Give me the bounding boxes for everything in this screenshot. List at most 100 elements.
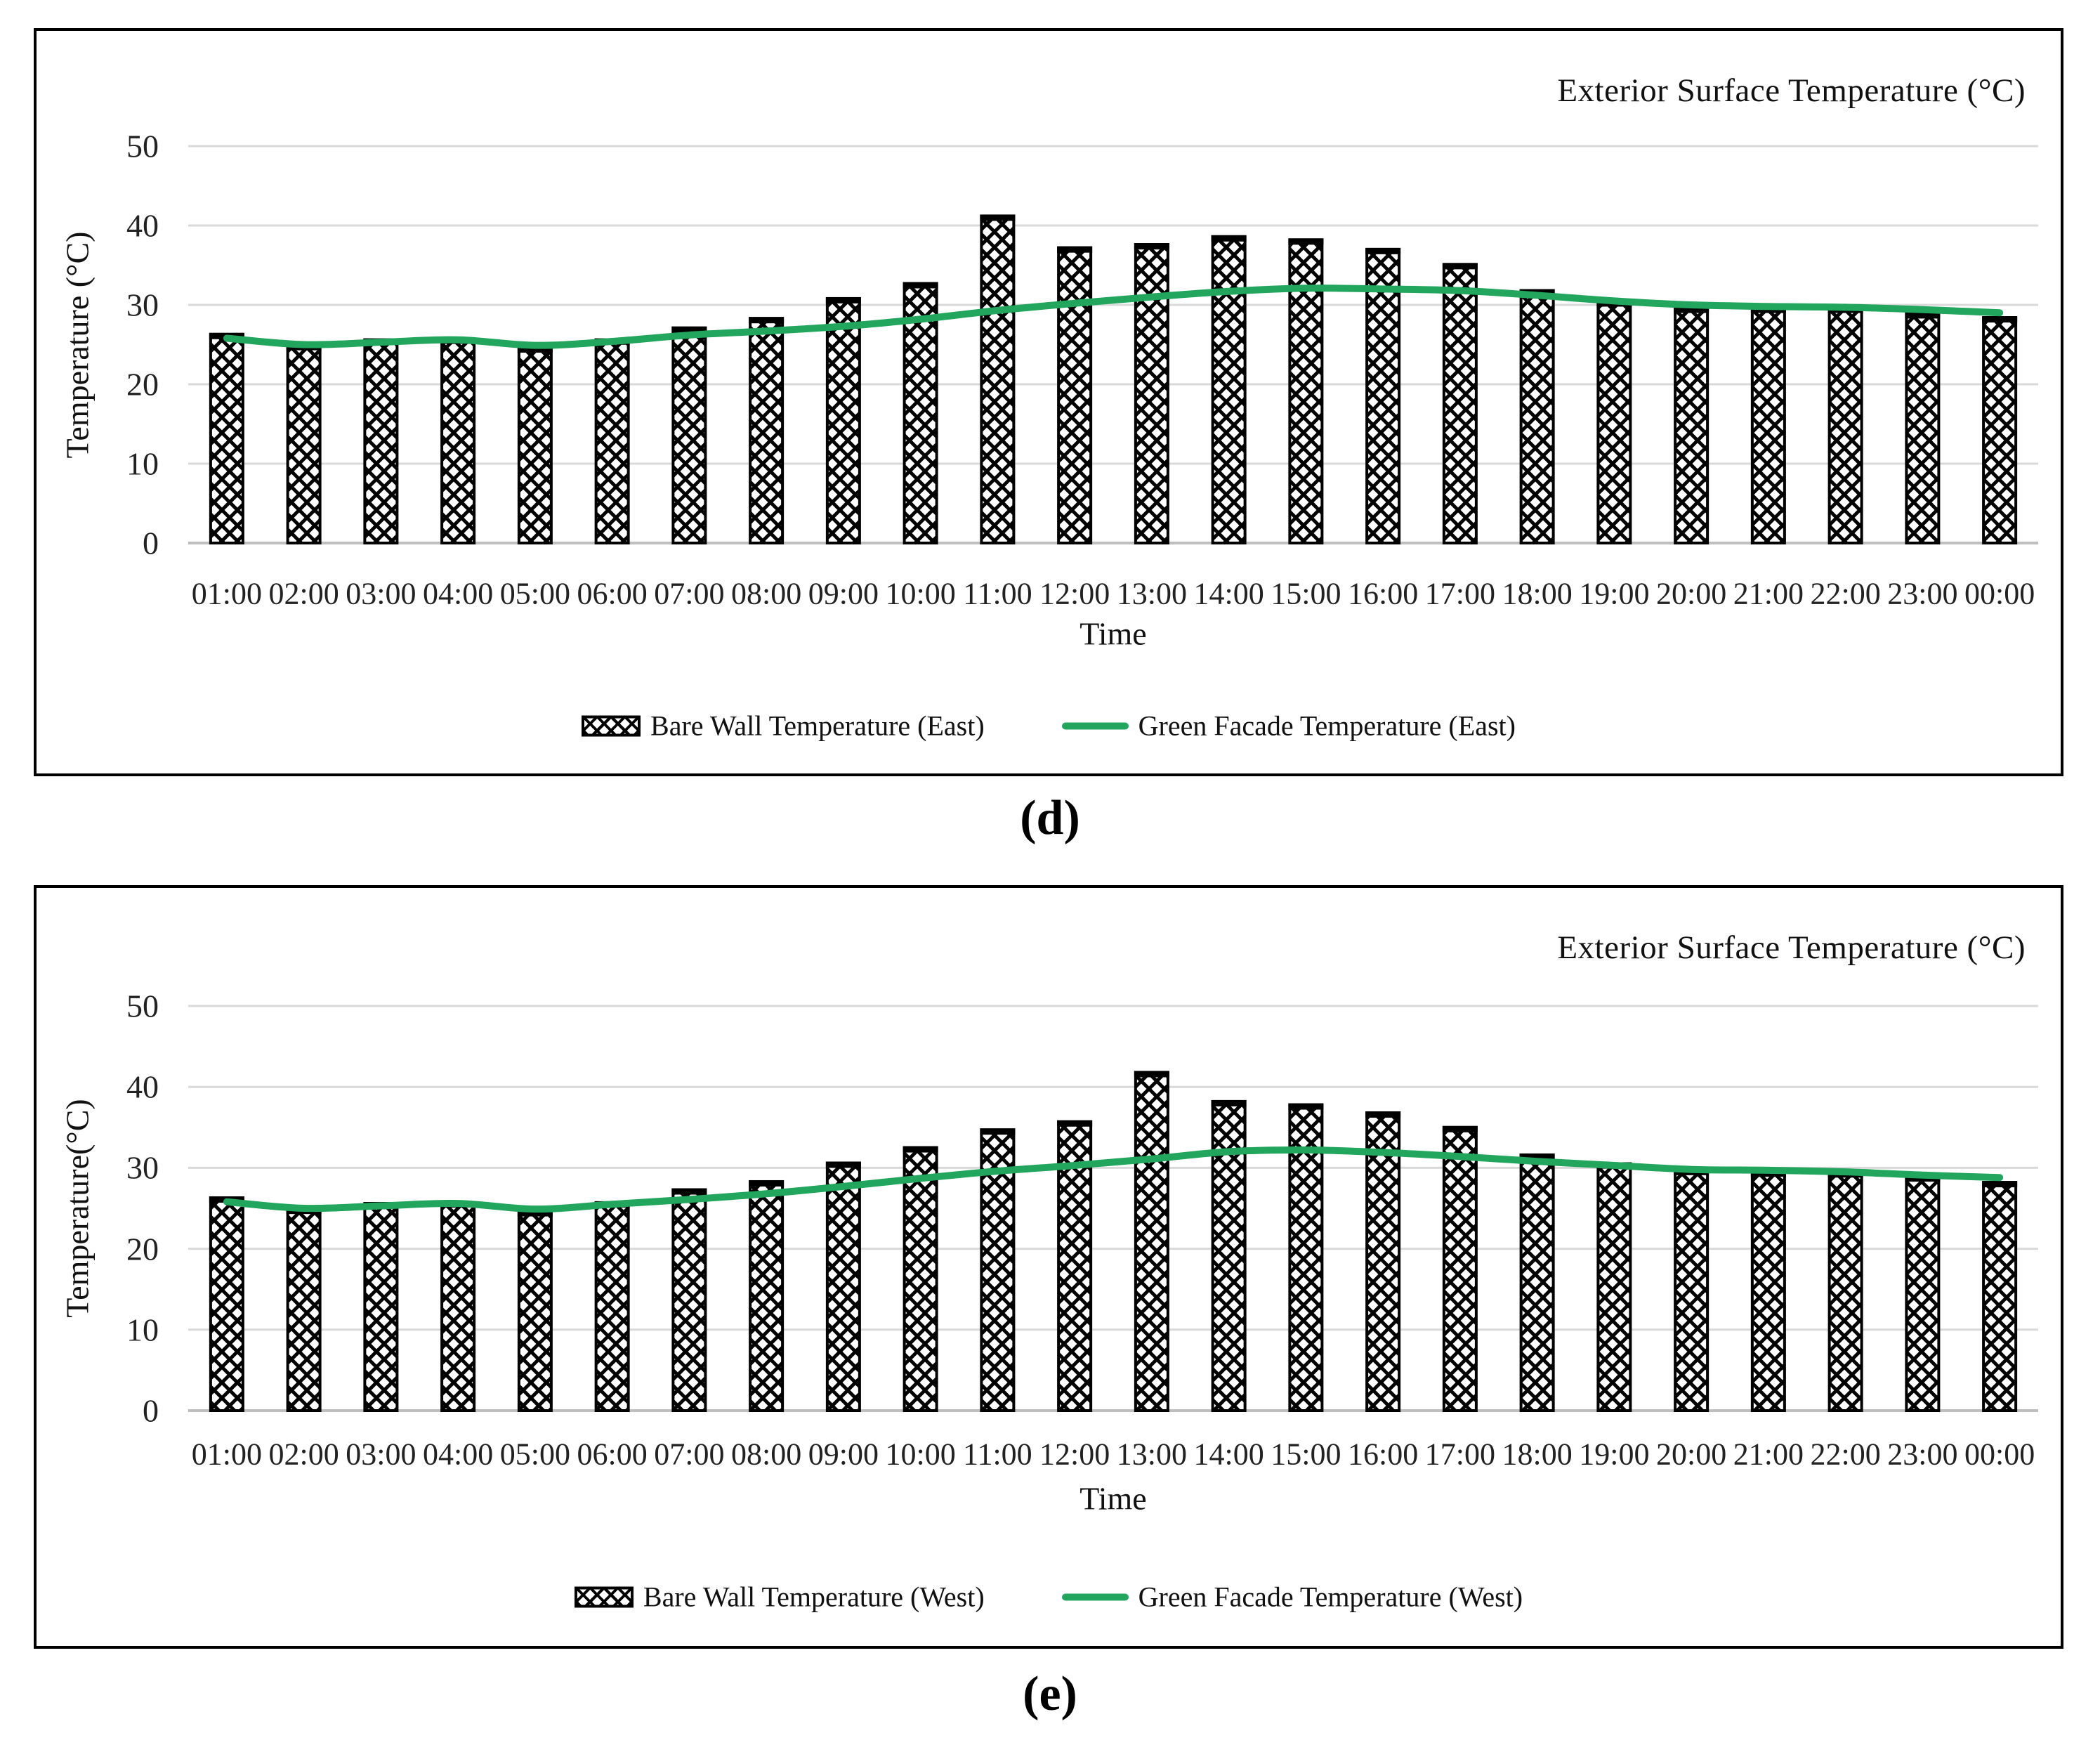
bar-22:00 — [1827, 306, 1863, 544]
x-tick-18:00: 18:00 — [1502, 576, 1573, 611]
x-tick-14:00: 14:00 — [1193, 1437, 1264, 1472]
bar-03:00 — [363, 338, 399, 544]
x-tick-10:00: 10:00 — [885, 1437, 956, 1472]
bar-cap — [980, 1128, 1016, 1135]
bar-cap — [903, 282, 938, 289]
bar-cap — [1365, 247, 1401, 254]
bar-01:00 — [209, 1196, 244, 1412]
east-plot-svg — [188, 145, 2038, 544]
x-tick-20:00: 20:00 — [1656, 576, 1727, 611]
green-facade-line — [223, 285, 2004, 349]
bar-cap — [671, 326, 707, 333]
x-tick-13:00: 13:00 — [1116, 1437, 1187, 1472]
caption-e: (e) — [1023, 1667, 1077, 1721]
x-tick-01:00: 01:00 — [191, 576, 262, 611]
y-tick-10: 10 — [126, 1312, 159, 1348]
legend-item-green-facade-east: Green Facade Temperature (East) — [1061, 710, 1516, 743]
bar-14:00 — [1211, 235, 1247, 544]
bar-cap — [825, 296, 861, 303]
bar-cap — [1905, 312, 1941, 319]
caption-d: (d) — [1020, 791, 1080, 845]
chart-panel-west: Exterior Surface Temperature (°C) Temper… — [34, 885, 2063, 1649]
west-plot-svg — [188, 1005, 2038, 1412]
bar-cap — [1134, 243, 1169, 250]
x-tick-07:00: 07:00 — [654, 576, 725, 611]
bar-00:00 — [1982, 1181, 2018, 1412]
x-tick-16:00: 16:00 — [1348, 576, 1419, 611]
x-tick-21:00: 21:00 — [1733, 1437, 1804, 1472]
bar-03:00 — [363, 1202, 399, 1412]
bar-20:00 — [1674, 306, 1709, 544]
bar-13:00 — [1134, 1071, 1169, 1412]
x-tick-12:00: 12:00 — [1039, 1437, 1110, 1472]
bar-cap — [517, 346, 553, 353]
bar-01:00 — [209, 332, 244, 544]
x-tick-06:00: 06:00 — [577, 1437, 648, 1472]
bar-21:00 — [1750, 1170, 1786, 1412]
x-tick-04:00: 04:00 — [423, 1437, 494, 1472]
bar-cap — [1057, 1120, 1093, 1127]
green-line-swatch-icon — [1061, 1593, 1129, 1600]
x-tick-15:00: 15:00 — [1271, 576, 1341, 611]
x-tick-07:00: 07:00 — [654, 1437, 725, 1472]
x-tick-11:00: 11:00 — [963, 576, 1032, 611]
x-tick-06:00: 06:00 — [577, 576, 648, 611]
y-tick-40: 40 — [126, 207, 159, 244]
bar-23:00 — [1905, 1175, 1941, 1412]
bar-09:00 — [825, 1161, 861, 1412]
y-tick-50: 50 — [126, 988, 159, 1024]
bar-21:00 — [1750, 306, 1786, 544]
x-tick-16:00: 16:00 — [1348, 1437, 1419, 1472]
x-tick-02:00: 02:00 — [268, 576, 339, 611]
green-line-swatch-icon — [1061, 722, 1129, 729]
bar-19:00 — [1596, 1162, 1632, 1412]
bar-12:00 — [1057, 1120, 1093, 1412]
x-tick-08:00: 08:00 — [731, 576, 802, 611]
chart-panel-east: Exterior Surface Temperature (°C) Temper… — [34, 28, 2063, 776]
x-tick-23:00: 23:00 — [1887, 1437, 1958, 1472]
x-tick-00:00: 00:00 — [1964, 1437, 2035, 1472]
bar-cap — [1057, 246, 1093, 253]
green-facade-line — [223, 1146, 2004, 1213]
x-tick-23:00: 23:00 — [1887, 576, 1958, 611]
bar-07:00 — [671, 326, 707, 544]
east-chart-title: Exterior Surface Temperature (°C) — [1557, 72, 2026, 109]
x-tick-11:00: 11:00 — [963, 1437, 1032, 1472]
bar-cap — [825, 1161, 861, 1168]
bar-10:00 — [903, 1146, 938, 1412]
x-tick-20:00: 20:00 — [1656, 1437, 1727, 1472]
bar-10:00 — [903, 282, 938, 544]
west-chart-title: Exterior Surface Temperature (°C) — [1557, 929, 2026, 966]
x-tick-13:00: 13:00 — [1116, 576, 1187, 611]
bar-cap — [1134, 1071, 1169, 1078]
legend-item-bare-wall-east: Bare Wall Temperature (East) — [582, 710, 985, 743]
east-y-axis-title: Temperature (°C) — [59, 231, 96, 458]
bar-cap — [1288, 1103, 1324, 1110]
bar-12:00 — [1057, 246, 1093, 544]
y-tick-20: 20 — [126, 1231, 159, 1267]
west-x-axis-title: Time — [1079, 1480, 1147, 1517]
x-tick-17:00: 17:00 — [1424, 576, 1495, 611]
x-tick-19:00: 19:00 — [1579, 576, 1650, 611]
east-x-axis-title: Time — [1079, 615, 1147, 652]
bar-19:00 — [1596, 300, 1632, 544]
bar-cap — [749, 317, 785, 324]
x-tick-14:00: 14:00 — [1193, 576, 1264, 611]
y-tick-0: 0 — [143, 525, 159, 561]
legend-item-green-facade-west: Green Facade Temperature (West) — [1061, 1581, 1523, 1614]
x-tick-18:00: 18:00 — [1502, 1437, 1573, 1472]
bar-11:00 — [980, 214, 1016, 544]
x-tick-19:00: 19:00 — [1579, 1437, 1650, 1472]
x-tick-17:00: 17:00 — [1424, 1437, 1495, 1472]
bar-cap — [1288, 238, 1324, 245]
bar-20:00 — [1674, 1168, 1709, 1412]
bar-05:00 — [517, 1210, 553, 1412]
bar-cap — [1365, 1111, 1401, 1118]
bar-07:00 — [671, 1188, 707, 1412]
bar-16:00 — [1365, 247, 1401, 544]
x-tick-04:00: 04:00 — [423, 576, 494, 611]
y-tick-30: 30 — [126, 287, 159, 323]
x-tick-01:00: 01:00 — [191, 1437, 262, 1472]
bar-22:00 — [1827, 1171, 1863, 1412]
x-tick-12:00: 12:00 — [1039, 576, 1110, 611]
